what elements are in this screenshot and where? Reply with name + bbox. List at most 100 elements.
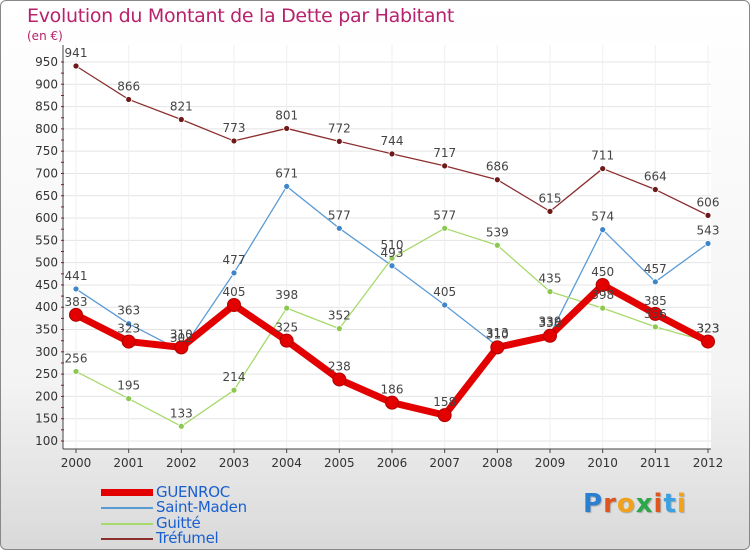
data-point xyxy=(701,334,715,349)
logo-letter: i xyxy=(676,489,687,519)
data-label: 744 xyxy=(381,134,404,148)
data-point xyxy=(283,183,291,190)
data-point xyxy=(283,304,291,312)
data-label: 356 xyxy=(644,307,667,321)
logo-letter: o xyxy=(616,489,636,519)
data-point xyxy=(125,96,133,103)
data-label: 606 xyxy=(697,195,720,209)
data-point xyxy=(72,285,80,293)
data-label: 313 xyxy=(486,326,509,340)
y-tick-label: 700 xyxy=(35,166,58,180)
data-point xyxy=(543,328,557,343)
y-tick-label: 500 xyxy=(35,256,58,270)
data-label: 510 xyxy=(381,238,404,252)
x-tick-label: 2009 xyxy=(535,456,566,470)
data-label: 543 xyxy=(697,223,720,237)
data-label: 385 xyxy=(644,294,667,308)
data-point xyxy=(546,288,554,296)
data-point xyxy=(230,386,238,394)
legend-label: GUENROC xyxy=(156,483,230,501)
data-point xyxy=(493,176,501,184)
legend-label: Saint-Maden xyxy=(156,498,247,517)
data-point xyxy=(441,224,449,232)
data-point xyxy=(125,320,133,328)
data-point xyxy=(385,395,399,410)
data-point xyxy=(227,298,241,313)
data-label: 450 xyxy=(591,265,614,279)
x-tick-label: 2010 xyxy=(587,456,618,470)
x-tick-label: 2003 xyxy=(219,456,250,470)
logo-letter: r xyxy=(603,489,617,519)
x-tick-label: 2002 xyxy=(166,456,197,470)
data-point xyxy=(546,207,554,215)
logo-letter: i xyxy=(653,489,664,519)
data-label: 325 xyxy=(275,321,298,335)
data-point xyxy=(490,340,505,355)
data-label: 339 xyxy=(539,314,562,328)
data-label: 717 xyxy=(433,146,456,160)
data-label: 302 xyxy=(170,331,193,345)
legend-label: Tréfumel xyxy=(156,528,219,547)
legend-swatch xyxy=(101,507,153,510)
x-tick-label: 2004 xyxy=(271,456,302,470)
data-label: 477 xyxy=(223,253,246,267)
data-label: 398 xyxy=(591,288,614,302)
data-label: 405 xyxy=(223,285,246,299)
logo-letter: t xyxy=(663,489,677,519)
legend-swatch xyxy=(101,489,153,496)
logo-letter: P xyxy=(583,489,604,519)
x-tick-label: 2011 xyxy=(640,456,671,470)
y-tick-label: 600 xyxy=(35,211,58,225)
data-label: 186 xyxy=(381,383,404,397)
y-tick-label: 200 xyxy=(35,389,58,403)
data-point xyxy=(595,277,610,292)
data-point xyxy=(493,241,501,249)
data-label: 133 xyxy=(170,406,193,420)
data-point xyxy=(599,165,607,172)
data-point xyxy=(335,137,343,145)
y-tick-label: 350 xyxy=(35,323,58,337)
legend-swatch xyxy=(101,537,153,540)
y-tick-label: 150 xyxy=(35,412,58,426)
y-tick-label: 900 xyxy=(35,77,58,91)
data-point xyxy=(72,368,80,375)
data-label: 711 xyxy=(591,149,614,163)
y-tick-label: 550 xyxy=(35,233,58,247)
data-point xyxy=(388,150,396,158)
data-label: 615 xyxy=(539,191,562,205)
data-label: 336 xyxy=(539,316,562,330)
data-label: 941 xyxy=(65,46,88,60)
data-point xyxy=(599,304,607,312)
data-point xyxy=(332,372,347,387)
data-point xyxy=(651,278,659,286)
data-point xyxy=(388,254,396,262)
data-label: 664 xyxy=(644,170,667,184)
data-label: 383 xyxy=(65,295,88,309)
data-label: 214 xyxy=(223,370,246,384)
data-label: 256 xyxy=(65,351,88,365)
y-tick-label: 750 xyxy=(35,144,58,158)
data-point xyxy=(648,306,663,321)
y-tick-label: 300 xyxy=(35,345,58,359)
y-tick-label: 250 xyxy=(35,367,58,381)
legend-swatch xyxy=(101,522,153,525)
data-label: 539 xyxy=(486,225,509,239)
data-label: 310 xyxy=(486,327,509,341)
x-tick-label: 2005 xyxy=(324,456,355,470)
series-layer xyxy=(69,62,715,430)
data-point xyxy=(72,62,80,70)
data-point xyxy=(283,125,291,132)
axis-layer: 100 150 200 250 300 350 400 450 500 550 600 650 700 7… xyxy=(35,45,723,470)
data-point xyxy=(441,301,449,309)
data-point xyxy=(651,186,659,193)
data-point xyxy=(599,226,607,234)
data-label: 773 xyxy=(223,121,246,135)
data-label: 323 xyxy=(697,322,720,336)
y-tick-label: 800 xyxy=(35,122,58,136)
data-point xyxy=(335,224,343,232)
data-label: 801 xyxy=(275,108,298,122)
data-point xyxy=(230,137,238,145)
data-point xyxy=(335,325,343,333)
